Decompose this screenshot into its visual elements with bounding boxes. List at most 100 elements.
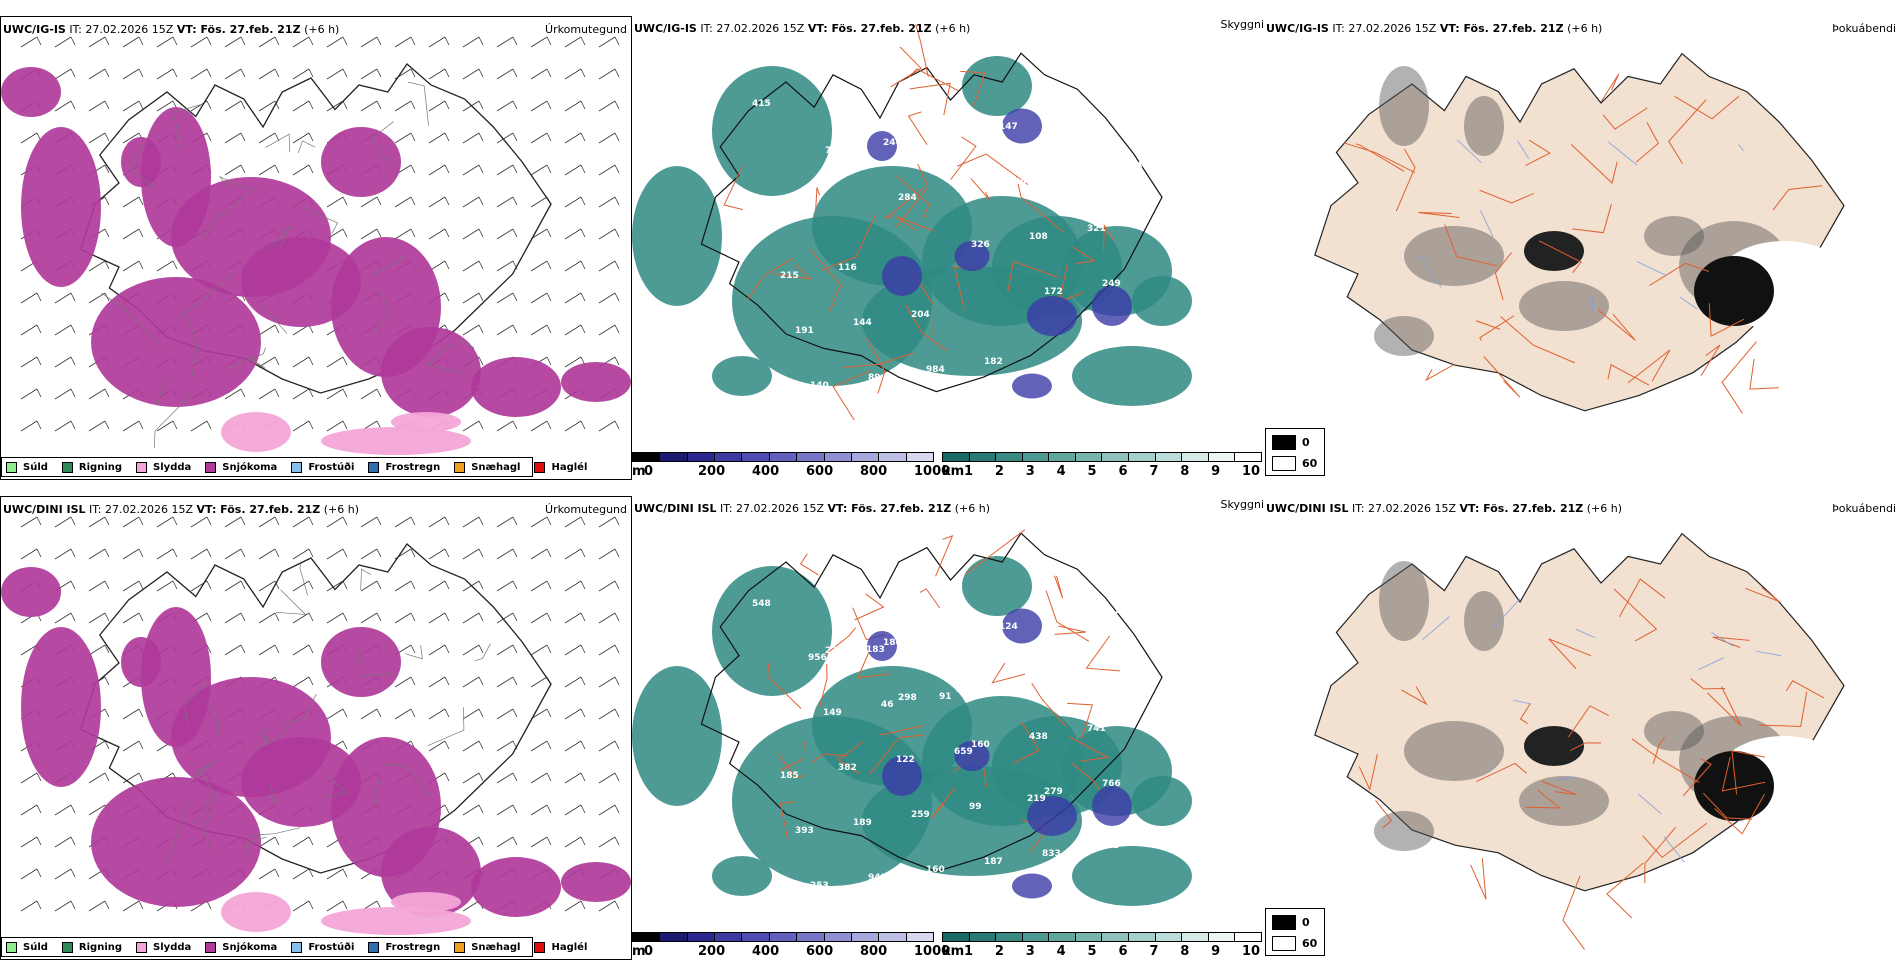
wind-barb <box>598 900 620 912</box>
road <box>1606 862 1644 919</box>
wind-barb <box>598 196 620 208</box>
wind-barb <box>530 68 552 80</box>
wind-barb <box>54 548 76 560</box>
colorbar-tick: 1 <box>964 944 974 959</box>
wind-barb <box>360 68 382 80</box>
wind-barb <box>224 548 246 560</box>
road <box>1007 260 1059 293</box>
elevation-label: 116 <box>838 263 857 273</box>
wind-barb <box>326 612 348 624</box>
wind-barb <box>122 228 144 240</box>
wind-barb <box>462 516 484 528</box>
wind-barb <box>360 388 382 400</box>
wind-barb <box>462 804 484 816</box>
wind-barb <box>224 612 246 624</box>
legend-label: Frostregn <box>385 461 441 473</box>
road <box>818 663 828 710</box>
colorbar-step <box>1182 453 1209 461</box>
wind-barb <box>122 420 144 432</box>
snow-area <box>471 857 561 917</box>
elevation-label: 548 <box>752 599 771 609</box>
wind-barb <box>20 516 42 528</box>
road <box>1708 303 1745 337</box>
wind-barb <box>530 548 552 560</box>
colorbar-tick: 6 <box>1118 464 1128 479</box>
panel-title: UWC/IG-IS IT: 27.02.2026 15Z VT: Fös. 27… <box>1266 22 1603 35</box>
fog-key-label-60: 60 <box>1302 457 1318 470</box>
wind-barb <box>496 548 518 560</box>
road <box>1343 142 1416 173</box>
fog-key-black <box>1272 435 1296 450</box>
legend-swatch <box>534 941 546 953</box>
wind-barb <box>20 868 42 880</box>
river <box>1663 836 1685 863</box>
wind-barb <box>462 740 484 752</box>
wind-barb <box>88 612 110 624</box>
wind-barb <box>462 292 484 304</box>
road <box>1072 246 1096 264</box>
wind-barb <box>428 580 450 592</box>
wind-barb <box>156 516 178 528</box>
legend-swatch <box>368 461 380 473</box>
wind-barb <box>20 292 42 304</box>
elevation-label: 325 <box>1057 614 1076 624</box>
colorbar-step <box>1235 933 1261 941</box>
river <box>1479 209 1494 238</box>
wind-barb <box>598 708 620 720</box>
wind-barb <box>530 132 552 144</box>
wind-barb <box>564 644 586 656</box>
fog-key: 0 60 <box>1265 428 1325 476</box>
road <box>371 254 406 277</box>
legend-item: Slydda <box>136 941 191 953</box>
wind-barb <box>258 388 280 400</box>
road <box>799 553 819 576</box>
colorbar-strip <box>632 452 934 462</box>
road <box>779 801 796 841</box>
wind-barb <box>292 676 314 688</box>
river <box>1711 631 1734 647</box>
legend-item: Frostúði <box>291 461 354 473</box>
elevation-label: 172 <box>1044 287 1063 297</box>
elevation-label: 298 <box>793 888 812 898</box>
wind-barb <box>496 708 518 720</box>
colorbar-step <box>906 933 933 941</box>
road <box>1525 789 1562 809</box>
colorbar-step <box>851 453 880 461</box>
road <box>825 627 857 655</box>
wind-barb <box>122 612 144 624</box>
elevation-label: 438 <box>1029 732 1048 742</box>
wind-barb <box>224 164 246 176</box>
wind-barb <box>156 548 178 560</box>
snow-area <box>121 637 161 687</box>
wind-barb <box>428 548 450 560</box>
wind-barb <box>462 580 484 592</box>
visibility-map: 548 231 298 160 279 154 253 184 542 438 766 393 949 5… <box>632 529 1192 906</box>
sleet-area <box>321 907 471 935</box>
wind-barb <box>530 804 552 816</box>
wind-barb <box>258 548 280 560</box>
road <box>915 24 929 77</box>
wind-barb <box>530 260 552 272</box>
colorbar-step <box>879 933 907 941</box>
wind-barb <box>88 388 110 400</box>
wind-barb <box>54 324 76 336</box>
wind-barb <box>598 420 620 432</box>
wind-barb <box>122 36 144 48</box>
panel-name: Þokuábendi <box>1832 22 1896 35</box>
wind-barb <box>496 132 518 144</box>
road <box>746 257 794 301</box>
road <box>1444 224 1499 267</box>
wind-barb <box>598 516 620 528</box>
wind-barb <box>598 324 620 336</box>
low-visibility-area <box>712 856 772 896</box>
elevation-label: 147 <box>999 122 1018 132</box>
road <box>854 593 885 621</box>
wind-barb <box>122 68 144 80</box>
road <box>895 216 935 232</box>
wind-barb <box>462 36 484 48</box>
road <box>405 644 423 660</box>
wind-barb <box>428 196 450 208</box>
elevation-label: 949 <box>868 873 887 883</box>
colorbar-step <box>969 933 997 941</box>
wind-barb <box>258 164 280 176</box>
